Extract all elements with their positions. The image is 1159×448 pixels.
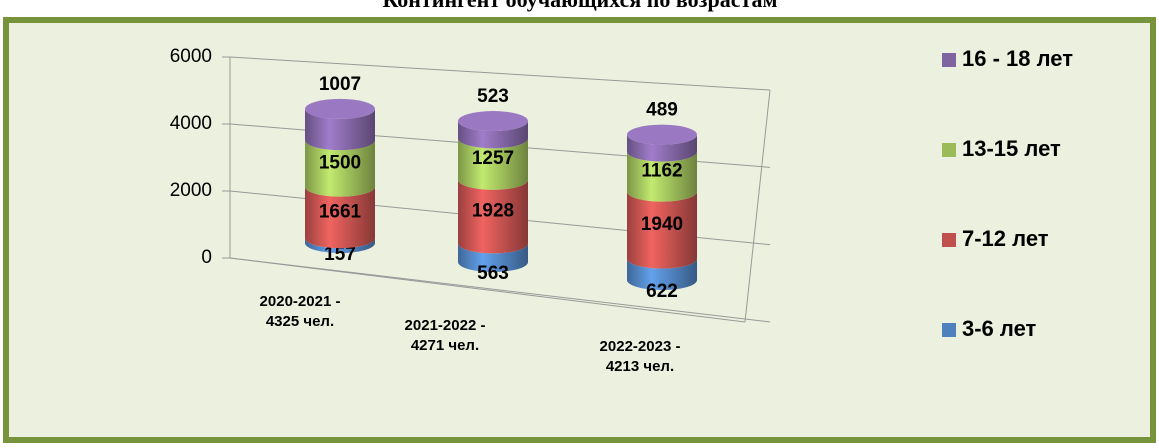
x-tick-label: 2022-2023 - 4213 чел. <box>599 338 681 375</box>
x-tick-label: 2020-2021 - 4325 чел. <box>259 293 341 330</box>
legend-label: 7-12 лет <box>962 226 1049 251</box>
legend-swatch <box>942 53 956 67</box>
grid-line <box>229 56 771 91</box>
value-label: 1928 <box>472 201 514 222</box>
legend-label: 13-15 лет <box>962 136 1061 161</box>
cylinder-top <box>458 111 528 132</box>
cylinder-segment <box>305 186 375 249</box>
legend-label: 3-6 лет <box>962 316 1037 341</box>
legend-swatch <box>942 233 956 247</box>
value-label: 157 <box>324 244 356 265</box>
cylinder-segment <box>458 243 528 272</box>
value-label: 523 <box>477 86 509 107</box>
cylinder-segment <box>305 238 375 253</box>
cylinder-segment <box>458 179 528 254</box>
x-tick-label: 2021-2022 - 4271 чел. <box>404 317 486 354</box>
legend-label: 16 - 18 лет <box>962 46 1073 71</box>
value-label: 563 <box>477 263 509 284</box>
value-label: 1257 <box>472 148 514 169</box>
cylinder-segment <box>305 108 375 151</box>
legend-swatch <box>942 323 956 337</box>
title-bg <box>0 0 1159 17</box>
grid-line <box>229 257 771 323</box>
y-tick-label: 2000 <box>170 180 212 201</box>
legend-swatch <box>942 143 956 157</box>
cylinder-segment <box>458 138 528 190</box>
chart-title: Контингент обучающихся по возрастам <box>382 0 777 12</box>
cylinder-segment <box>627 191 697 269</box>
cylinder-segment <box>627 134 697 162</box>
cylinder-top <box>627 124 697 145</box>
side-line <box>744 89 771 323</box>
value-label: 1162 <box>641 161 682 182</box>
value-label: 1940 <box>641 214 683 235</box>
cylinder-segment <box>627 151 697 202</box>
cylinder-segment <box>305 140 375 197</box>
cylinder-top <box>305 98 375 119</box>
value-label: 622 <box>646 281 678 302</box>
y-tick-label: 4000 <box>170 113 212 134</box>
value-label: 489 <box>646 100 678 121</box>
value-label: 1007 <box>319 74 361 95</box>
frame <box>3 17 1156 443</box>
y-tick-label: 6000 <box>170 46 212 67</box>
value-label: 1500 <box>319 152 361 173</box>
cylinder-segment <box>458 121 528 149</box>
value-label: 1661 <box>319 201 362 222</box>
cylinder-segment <box>627 258 697 290</box>
y-tick-label: 0 <box>201 247 212 268</box>
